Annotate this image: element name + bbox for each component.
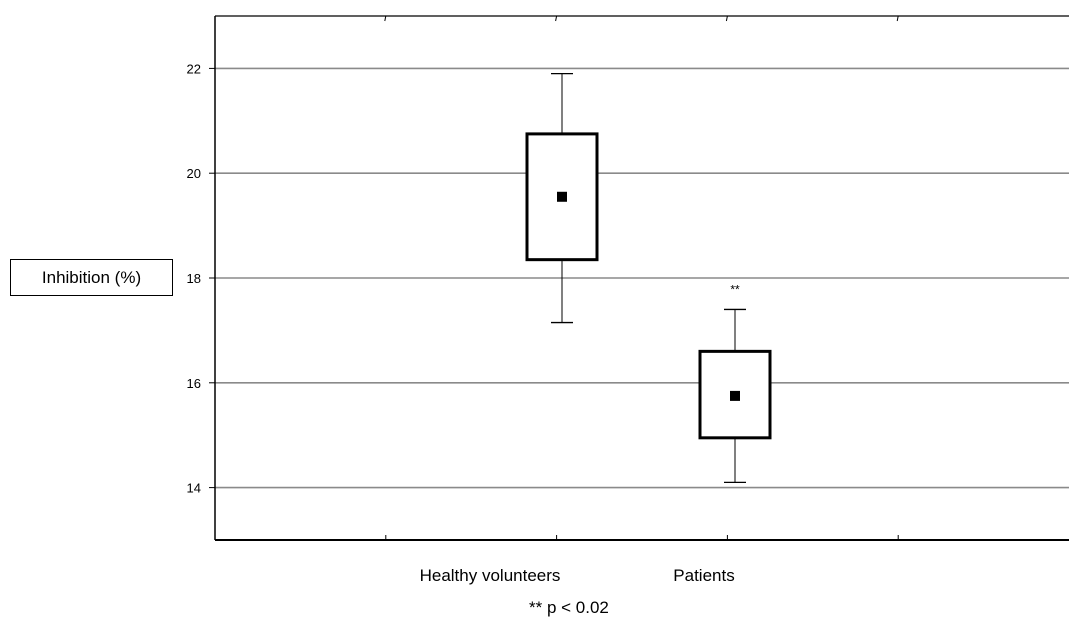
y-tick-label-20: 20: [187, 166, 201, 181]
median-marker-patients: [730, 390, 740, 401]
significance-footnote: ** p < 0.02: [529, 598, 609, 617]
category-label-healthy-volunteers: Healthy volunteers: [419, 566, 561, 585]
box-healthy-volunteers: [525, 132, 599, 262]
top-tick-1: [384, 15, 387, 22]
top-tick-4: [896, 15, 899, 22]
top-tick-3: [725, 15, 728, 22]
top-tick-2: [555, 15, 558, 22]
y-axis-label-text: Inhibition (%): [41, 267, 142, 287]
significance-mark-patients: **: [730, 282, 740, 296]
y-axis-label: Inhibition (%): [10, 259, 173, 296]
y-tick-label-14: 14: [187, 481, 201, 496]
y-tick-label-16: 16: [187, 376, 201, 391]
y-tick-label-22: 22: [187, 61, 201, 76]
y-tick-label-18: 18: [187, 271, 201, 286]
category-label-patients: Patients: [673, 566, 735, 585]
median-marker-healthy-volunteers: [557, 191, 567, 202]
